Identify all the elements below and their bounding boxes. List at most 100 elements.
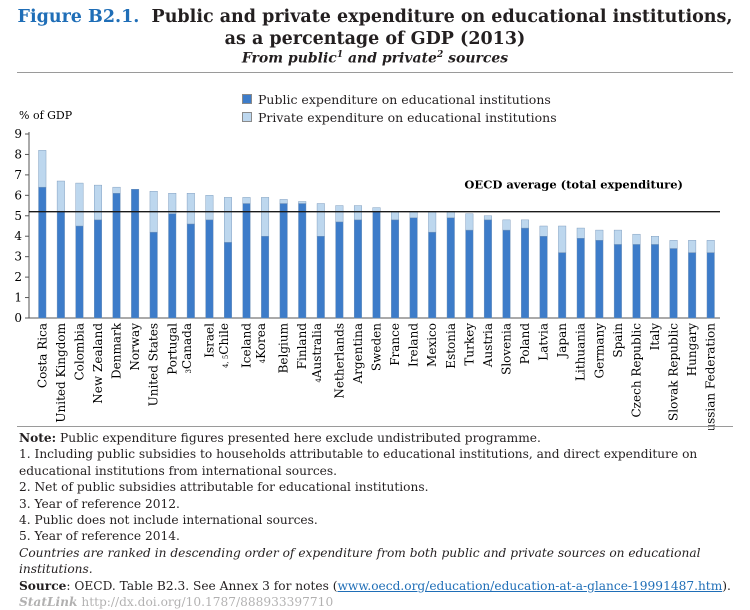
category-label-5: Norway — [128, 323, 142, 371]
ranking-note: Countries are ranked in descending order… — [19, 545, 701, 577]
bar-private-1 — [56, 180, 65, 212]
subtitle-post: sources — [443, 50, 509, 67]
category-label-27: Latvia — [537, 323, 551, 361]
figure-title-line1: Public and private expenditure on educat… — [151, 7, 733, 27]
bar-private-13 — [279, 199, 288, 204]
y-axis-label: % of GDP — [19, 109, 73, 122]
category-label-21: Mexico — [425, 323, 439, 367]
bar-private-12 — [261, 197, 270, 237]
category-label-8: 3Canada — [180, 323, 194, 374]
category-label-31: Spain — [611, 323, 625, 358]
bar-private-32 — [632, 233, 641, 245]
legend-label-private: Private expenditure on educational insti… — [258, 109, 557, 125]
bar-private-14 — [298, 201, 307, 204]
source-line: Source: OECD. Table B2.3. See Annex 3 fo… — [19, 578, 731, 594]
figure-number: Figure B2.1. — [17, 7, 140, 27]
bar-public-10 — [224, 242, 232, 319]
y-tick-label-5: 5 — [14, 209, 22, 223]
y-tick-label-8: 8 — [14, 147, 22, 161]
bar-public-27 — [539, 236, 548, 319]
bar-public-11 — [242, 203, 251, 319]
note-1: 1. Including public subsidies to househo… — [19, 447, 698, 478]
legend-swatch-public — [242, 94, 252, 104]
bar-private-8 — [186, 193, 195, 225]
source-end: ). — [722, 578, 731, 593]
legend-item-private: Private expenditure on educational insti… — [242, 108, 557, 126]
bar-private-30 — [595, 229, 604, 241]
bar-private-24 — [483, 215, 492, 221]
category-label-35: Hungary — [685, 323, 699, 376]
category-label-3: New Zealand — [91, 323, 105, 404]
bar-public-9 — [205, 219, 214, 319]
category-label-11: Iceland — [240, 323, 254, 368]
source-link[interactable]: www.oecd.org/education/education-at-a-gl… — [337, 578, 723, 593]
notes-section: Note: Public expenditure figures present… — [19, 430, 731, 610]
bar-public-32 — [632, 244, 641, 319]
statlink-label: StatLink — [19, 595, 78, 610]
bar-public-18 — [372, 211, 381, 319]
y-tick-label-0: 0 — [14, 311, 22, 325]
bar-private-33 — [651, 236, 659, 245]
bar-private-22 — [446, 211, 455, 219]
y-tick-label-2: 2 — [14, 270, 22, 284]
category-label-1: United Kingdom — [54, 322, 68, 422]
category-label-4: Denmark — [110, 322, 124, 379]
category-label-20: Ireland — [407, 323, 421, 367]
category-label-29: Lithuania — [574, 323, 588, 381]
legend-swatch-private — [242, 112, 252, 122]
bar-public-5 — [131, 188, 140, 319]
bar-public-3 — [94, 219, 102, 319]
category-sup-8: 3 — [185, 369, 193, 373]
note-4: 4. Public does not include international… — [19, 513, 318, 528]
figure-title-line2: as a percentage of GDP (2013) — [224, 29, 526, 49]
bar-private-9 — [205, 195, 214, 221]
bar-private-0 — [38, 150, 47, 188]
bar-public-16 — [335, 221, 344, 319]
category-sup-15: 4 — [315, 378, 323, 383]
bar-private-3 — [94, 184, 102, 221]
source-text: : OECD. Table B2.3. See Annex 3 for note… — [66, 578, 338, 593]
category-label-13: Belgium — [277, 322, 291, 373]
category-label-19: France — [388, 323, 402, 366]
category-label-15: 4Australia — [310, 323, 324, 383]
bar-public-30 — [595, 240, 604, 319]
bar-private-28 — [558, 225, 567, 253]
bar-public-24 — [483, 219, 492, 319]
bar-private-31 — [613, 229, 622, 245]
y-tick-label-7: 7 — [14, 168, 22, 182]
bar-public-6 — [149, 231, 158, 319]
bar-public-25 — [502, 229, 511, 319]
subtitle-sup-1: 1 — [336, 50, 344, 60]
category-label-30: Germany — [592, 323, 606, 379]
y-tick-label-1: 1 — [14, 291, 22, 305]
category-label-23: Turkey — [462, 323, 476, 366]
category-label-25: Slovenia — [499, 323, 513, 375]
bar-private-10 — [224, 197, 232, 243]
bar-public-19 — [391, 219, 400, 319]
bar-private-34 — [669, 240, 678, 249]
category-label-33: Italy — [648, 323, 662, 351]
bar-public-20 — [409, 217, 418, 319]
legend-label-public: Public expenditure on educational instit… — [258, 91, 551, 107]
bar-private-20 — [409, 211, 418, 219]
legend-item-public: Public expenditure on educational instit… — [242, 90, 557, 108]
category-sup-10: 4, 5 — [222, 355, 230, 368]
bar-public-28 — [558, 252, 567, 319]
y-tick-label-9: 9 — [14, 127, 22, 141]
statlink-url[interactable]: http://dx.doi.org/10.1787/888933397710 — [81, 595, 334, 610]
bar-private-35 — [688, 240, 697, 253]
source-label: Source — [19, 578, 67, 593]
subtitle-pre: From public — [241, 50, 337, 67]
category-label-9: Israel — [202, 323, 216, 358]
category-label-7: Portugal — [165, 323, 179, 375]
note-5: 5. Year of reference 2014. — [19, 529, 180, 544]
note-2: 2. Net of public subsidies attributable … — [19, 480, 429, 495]
title-rule — [17, 72, 733, 73]
category-label-17: Argentina — [351, 323, 365, 384]
notes-rule — [17, 426, 733, 427]
bar-public-31 — [613, 244, 622, 319]
category-label-22: Estonia — [444, 323, 458, 369]
bar-public-33 — [651, 244, 659, 319]
bar-public-8 — [186, 223, 195, 319]
bar-public-23 — [465, 229, 474, 319]
